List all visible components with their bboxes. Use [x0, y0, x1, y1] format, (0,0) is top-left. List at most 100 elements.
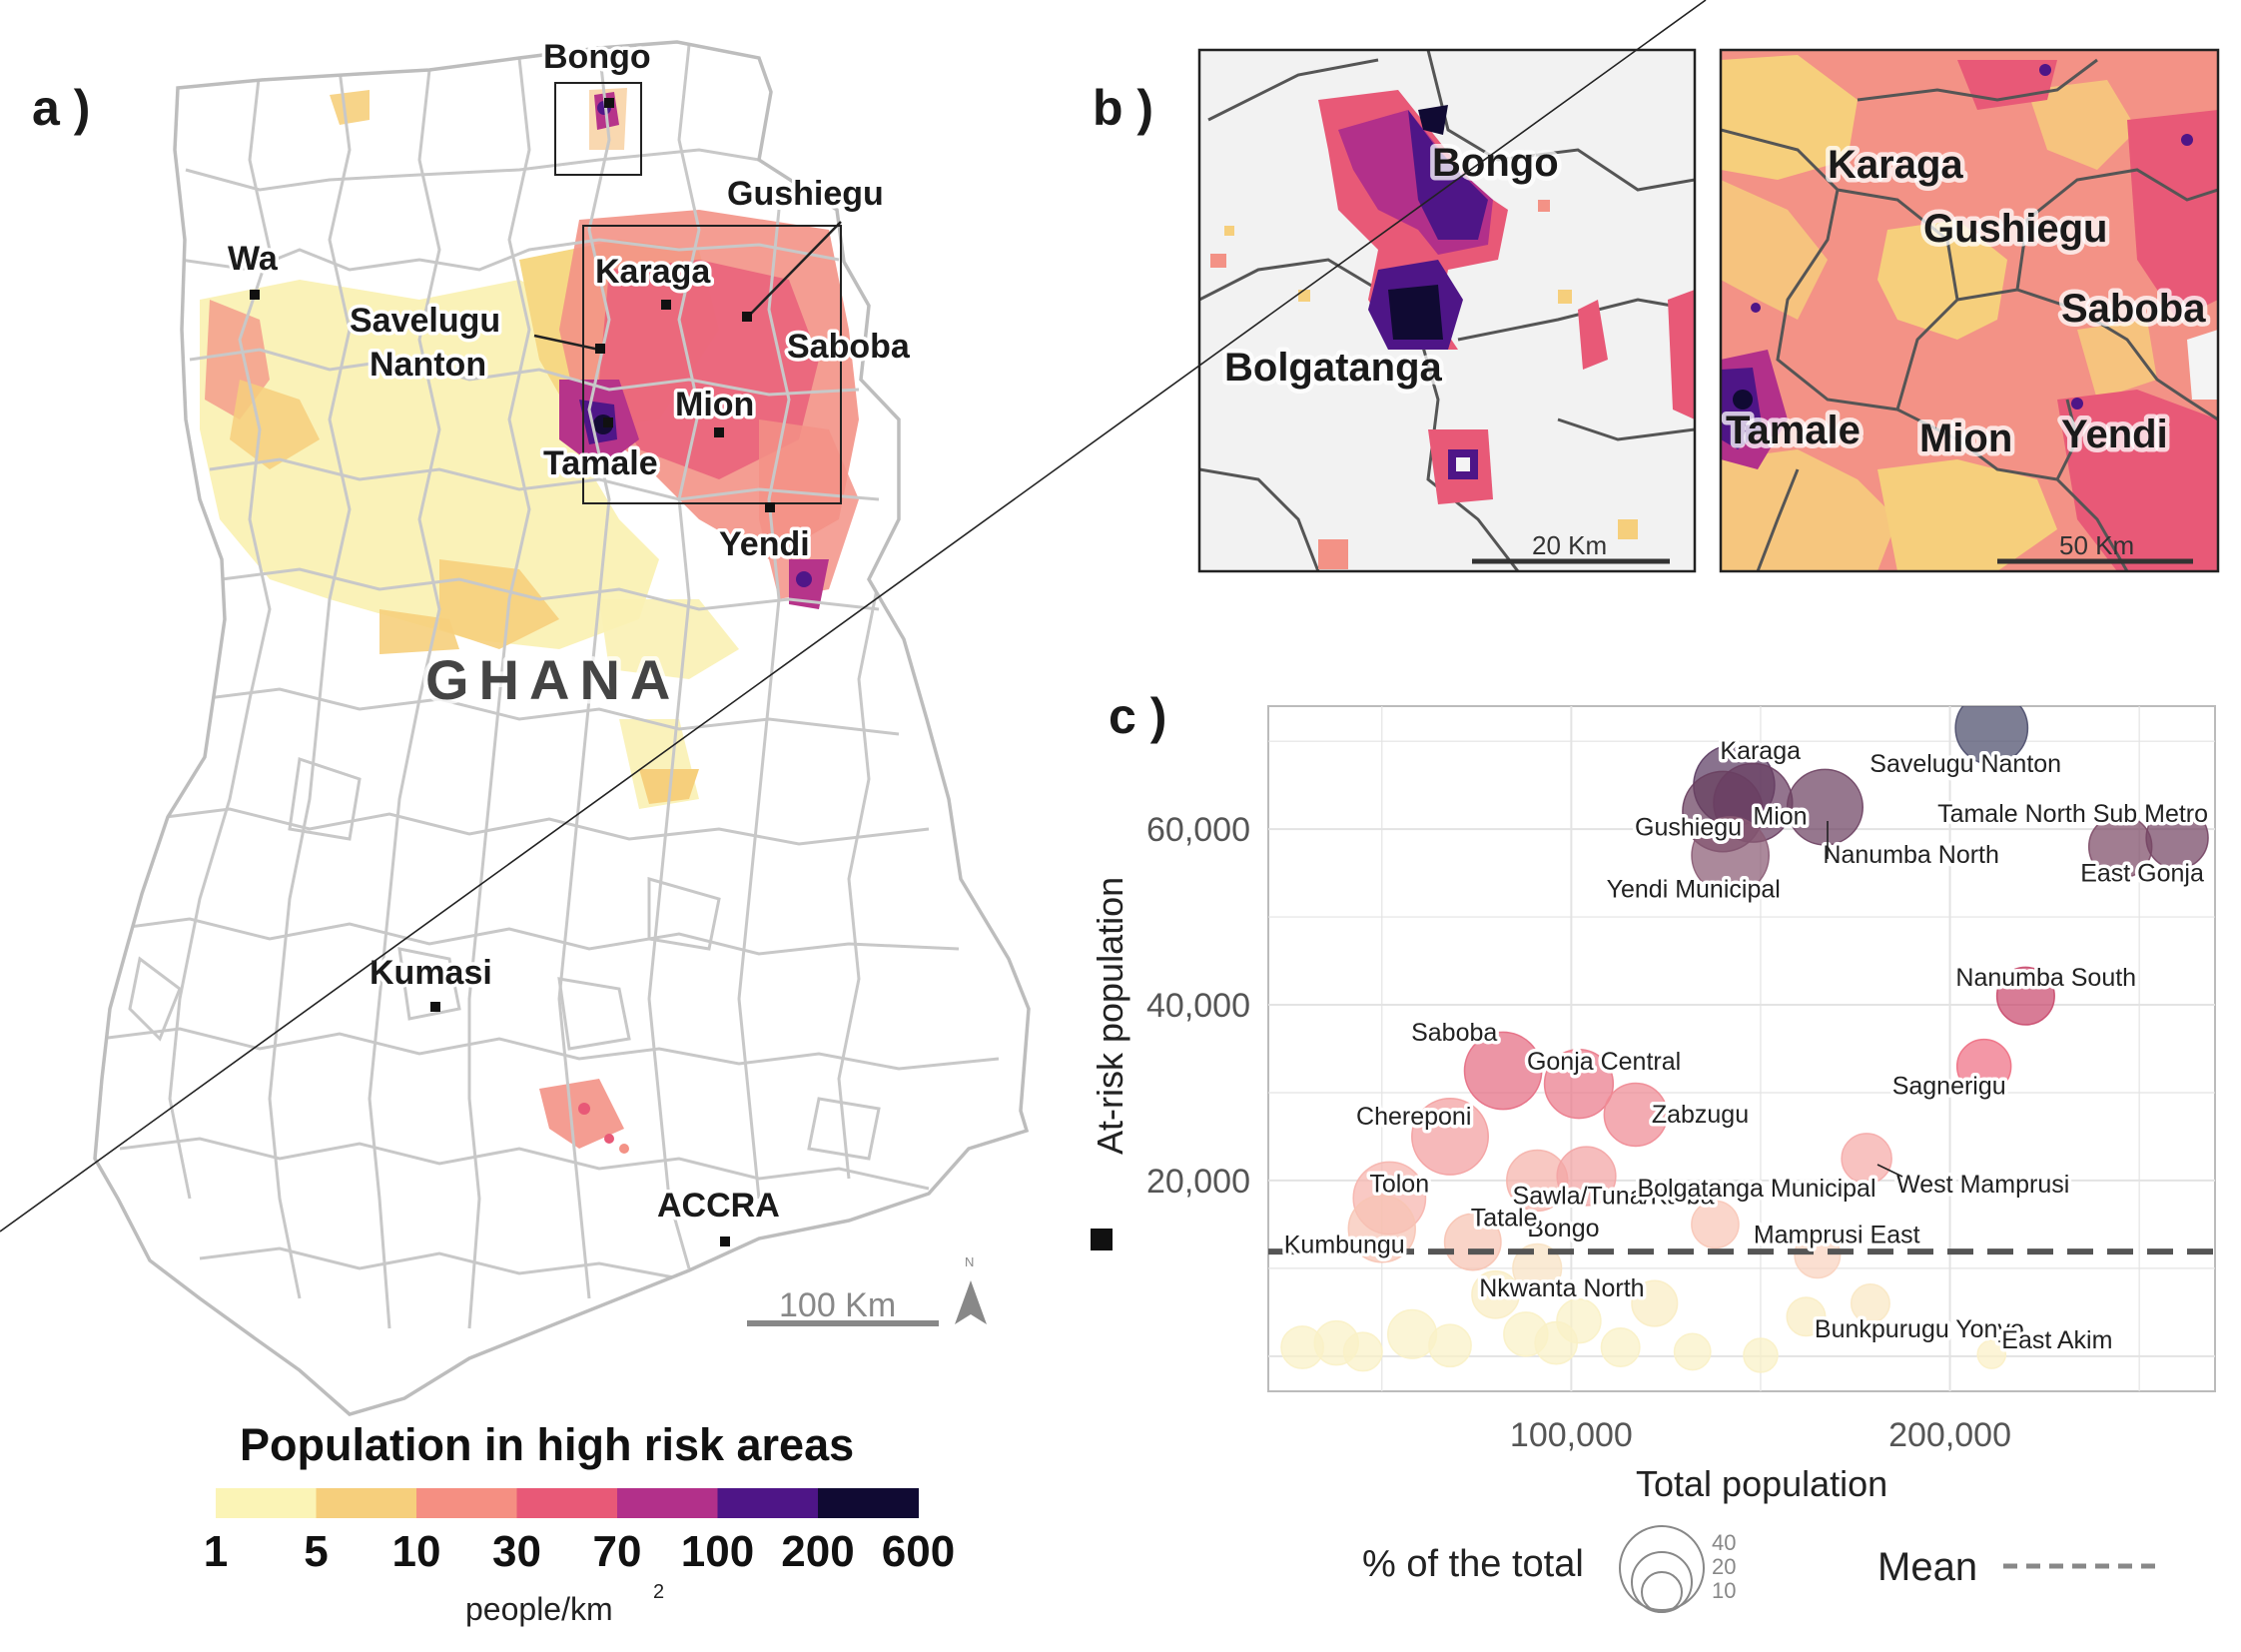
label-accra: ACCRA — [657, 1187, 780, 1225]
marker-gushiegu — [742, 312, 752, 322]
data-point-nkwanta-north — [1512, 1242, 1563, 1293]
point-label: Mamprusi East — [1754, 1222, 1920, 1249]
legend-swatch-1 — [316, 1488, 417, 1518]
data-point — [1280, 1325, 1325, 1369]
x-tick-label: 200,000 — [1888, 1416, 2011, 1454]
x-tick-label: 100,000 — [1510, 1416, 1633, 1454]
data-point — [1631, 1279, 1679, 1327]
data-point — [1534, 1320, 1579, 1365]
legend-break-0: 1 — [204, 1527, 228, 1576]
point-label: Mion — [1753, 803, 1807, 831]
inset1-label-bolgatanga: Bolgatanga — [1224, 346, 1443, 390]
legend-swatch-0 — [216, 1488, 317, 1518]
size-legend-40: 40 — [1712, 1530, 1736, 1555]
legend-swatch-5 — [717, 1488, 819, 1518]
label-nanton: Nanton — [370, 346, 486, 384]
size-legend-10: 10 — [1712, 1578, 1736, 1603]
legend-title: Population in high risk areas — [240, 1419, 854, 1470]
data-point-east-akim — [1976, 1339, 2007, 1369]
legend-break-7: 600 — [882, 1527, 955, 1576]
ghana-border — [93, 40, 1031, 1416]
y-tick-label: 40,000 — [1146, 987, 1250, 1025]
panel-b-label: b ) — [1093, 80, 1153, 136]
bongo-inset-frame — [554, 82, 642, 176]
mean-marker — [1091, 1229, 1113, 1250]
marker-tamale — [603, 417, 613, 427]
data-point — [1471, 1269, 1520, 1319]
inset2-label-gushiegu: Gushiegu — [1923, 207, 2107, 251]
inset2-label-mion: Mion — [1919, 416, 2012, 460]
legend-swatch-6 — [818, 1488, 919, 1518]
data-point — [1673, 1332, 1712, 1371]
point-label: Gushiegu — [1635, 814, 1742, 842]
city-markers — [250, 98, 775, 1246]
legend-break-4: 70 — [593, 1527, 642, 1576]
legend-break-2: 10 — [392, 1527, 441, 1576]
inset2-label-karaga: Karaga — [1828, 143, 1963, 187]
legend-break-6: 200 — [781, 1527, 854, 1576]
plot-point-labels: Savelugu Nanton Karaga Gushiegu Mion Nanumba… — [1280, 734, 2211, 1358]
data-point-tatale — [1443, 1213, 1502, 1271]
size-legend-20: 20 — [1712, 1554, 1736, 1579]
point-label: East Akim — [2001, 1326, 2112, 1354]
point-label: Bunkpurugu Yonyo — [1815, 1315, 2024, 1343]
legend-swatch-2 — [416, 1488, 517, 1518]
point-label: Bolgatanga Municipal — [1637, 1175, 1875, 1203]
point-label: Tatale — [1471, 1204, 1538, 1232]
y-tick-label: 20,000 — [1146, 1163, 1250, 1201]
size-legend-title: % of the total — [1362, 1543, 1584, 1585]
marker-kumasi — [430, 1002, 440, 1012]
panel-c-label: c ) — [1109, 688, 1166, 744]
plot-points — [1280, 706, 2209, 1373]
data-point-savelugu-nanton — [1954, 706, 2029, 765]
point-label: Sawla/Tuna/Kalba — [1513, 1183, 1715, 1211]
ghana-map — [93, 40, 1031, 1416]
label-wa: Wa — [228, 240, 279, 278]
point-label: Nanumba South — [1955, 964, 2136, 992]
label-mion: Mion — [675, 386, 754, 423]
y-tick-label: 60,000 — [1146, 811, 1250, 849]
point-label: Nkwanta North — [1479, 1274, 1644, 1302]
district-boundaries — [99, 44, 1000, 1329]
legend-swatch-4 — [617, 1488, 718, 1518]
data-point-sawla-tuna-kalba — [1556, 1146, 1617, 1207]
legend-break-1: 5 — [304, 1527, 328, 1576]
point-label: Karaga — [1720, 737, 1801, 765]
data-point-mamprusi-east — [1794, 1232, 1842, 1279]
data-point-bunkpurugu-yonyo — [1850, 1283, 1890, 1324]
legend-swatch-3 — [516, 1488, 618, 1518]
panel-a-label: a ) — [32, 80, 90, 136]
point-label: Bongo — [1527, 1215, 1599, 1242]
map-scale-label: 100 Km — [779, 1286, 896, 1324]
data-point-yendi-municipal — [1691, 816, 1770, 895]
marker-wa — [250, 290, 260, 300]
marker-karaga — [661, 300, 671, 310]
data-point — [1600, 1327, 1641, 1368]
gushiegu-leader-line — [746, 221, 842, 319]
label-saboba: Saboba — [787, 328, 911, 366]
point-label: Sagnerigu — [1892, 1073, 2006, 1101]
point-label: Savelugu Nanton — [1869, 750, 2061, 778]
inset2-scale-label: 50 Km — [2059, 530, 2134, 560]
point-label: Yendi Municipal — [1607, 876, 1781, 904]
data-point-sagnerigu — [1955, 1038, 2012, 1095]
legend-color-bar — [216, 1488, 919, 1518]
label-karaga: Karaga — [595, 253, 711, 291]
y-axis-title: At-risk population — [1090, 877, 1130, 1155]
data-point-tamale-north-sub-metro — [2145, 806, 2209, 870]
x-axis-title: Total population — [1636, 1463, 1887, 1504]
northern-inset-frame — [582, 225, 842, 504]
data-point-nanumba-north — [1786, 768, 1864, 846]
data-point-kumbungu — [1347, 1195, 1416, 1263]
data-point-nanumba-south — [1995, 966, 2055, 1026]
marker-savelugu — [595, 344, 605, 354]
point-label: Nanumba North — [1823, 841, 1998, 869]
inset1-label-bongo: Bongo — [1432, 141, 1559, 185]
marker-yendi — [765, 502, 775, 512]
marker-bongo — [604, 98, 614, 108]
data-point-chereponi — [1411, 1097, 1489, 1176]
data-point — [1743, 1337, 1779, 1373]
marker-accra — [720, 1237, 730, 1246]
savelugu-leader-line — [533, 334, 600, 352]
